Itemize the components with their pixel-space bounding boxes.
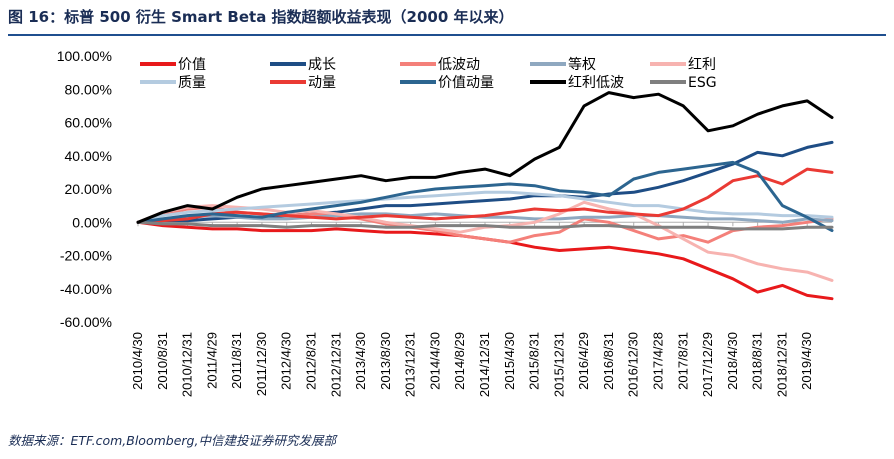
series-lines	[136, 91, 834, 301]
x-tick-label: 2018/8/31	[750, 332, 765, 390]
y-tick-label: 20.00%	[65, 181, 112, 197]
series-line	[136, 190, 834, 224]
y-tick-label: -20.00%	[60, 248, 112, 264]
x-tick-label: 2010/12/31	[180, 332, 195, 397]
x-tick-label: 2013/12/31	[403, 332, 418, 397]
y-tick-label: 100.00%	[57, 48, 112, 64]
x-tick-label: 2014/8/29	[452, 332, 467, 390]
y-tick-label: 0.00%	[72, 214, 112, 230]
legend-label: 等权	[568, 56, 596, 73]
legend-label: 红利	[688, 57, 716, 73]
x-tick-label: 2016/8/31	[601, 332, 616, 390]
x-tick-label: 2012/8/31	[304, 332, 319, 390]
legend-label: 价值	[178, 57, 206, 73]
x-tick-label: 2015/4/30	[502, 332, 517, 390]
line-chart: 100.00% 80.00% 60.00% 40.00% 20.00% 0.00% -20.…	[57, 48, 834, 397]
x-tick-label: 2016/12/30	[626, 332, 641, 397]
x-tick-label: 2017/4/28	[651, 332, 666, 390]
legend-label: 动量	[308, 75, 336, 91]
y-tick-label: 60.00%	[65, 115, 112, 131]
y-axis-labels: 100.00% 80.00% 60.00% 40.00% 20.00% 0.00% -20.…	[57, 48, 112, 330]
x-tick-label: 2016/4/29	[576, 332, 591, 390]
legend-label: 红利低波	[568, 75, 624, 91]
x-tick-label: 2013/8/30	[378, 332, 393, 390]
figure-title: 图 16：标普 500 衍生 Smart Beta 指数超额收益表现（2000 …	[8, 8, 514, 26]
y-tick-label: -60.00%	[60, 314, 112, 330]
legend-label: ESG	[688, 75, 717, 91]
title-rule	[8, 34, 886, 36]
legend-label: 低波动	[438, 57, 480, 73]
x-tick-label: 2011/4/29	[204, 332, 219, 389]
legend-label: 成长	[308, 57, 336, 73]
x-tick-label: 2012/4/30	[279, 332, 294, 390]
x-tick-label: 2014/12/31	[477, 332, 492, 397]
series-line	[136, 220, 834, 231]
y-tick-label: 80.00%	[65, 81, 112, 97]
legend-label: 价值动量	[438, 75, 494, 91]
x-tick-label: 2011/8/31	[229, 332, 244, 389]
x-tick-label: 2019/4/30	[799, 332, 814, 390]
x-tick-label: 2010/4/30	[130, 332, 145, 390]
x-tick-label: 2017/8/31	[675, 332, 690, 390]
x-tick-label: 2010/8/31	[155, 332, 170, 390]
series-line	[136, 160, 834, 233]
x-tick-label: 2011/12/30	[254, 332, 269, 396]
x-tick-label: 2018/4/30	[725, 332, 740, 390]
y-tick-label: 40.00%	[65, 148, 112, 164]
series-line	[136, 91, 834, 224]
source-note: 数据来源：ETF.com,Bloomberg,中信建投证券研究发展部	[8, 433, 336, 448]
series-line	[136, 212, 834, 224]
series-line	[136, 167, 834, 224]
x-tick-label: 2017/12/29	[700, 332, 715, 397]
x-tick-label: 2015/12/31	[551, 332, 566, 397]
y-tick-label: -40.00%	[60, 281, 112, 297]
x-tick-label: 2018/12/31	[774, 332, 789, 397]
x-tick-label: 2013/4/30	[353, 332, 368, 390]
x-tick-label: 2014/4/30	[427, 332, 442, 390]
x-axis: 2010/4/30 2010/8/31 2010/12/31 2011/4/29 201…	[130, 221, 832, 397]
legend-label: 质量	[178, 75, 206, 91]
x-tick-label: 2012/12/31	[328, 332, 343, 397]
x-tick-label: 2015/8/31	[527, 332, 542, 390]
